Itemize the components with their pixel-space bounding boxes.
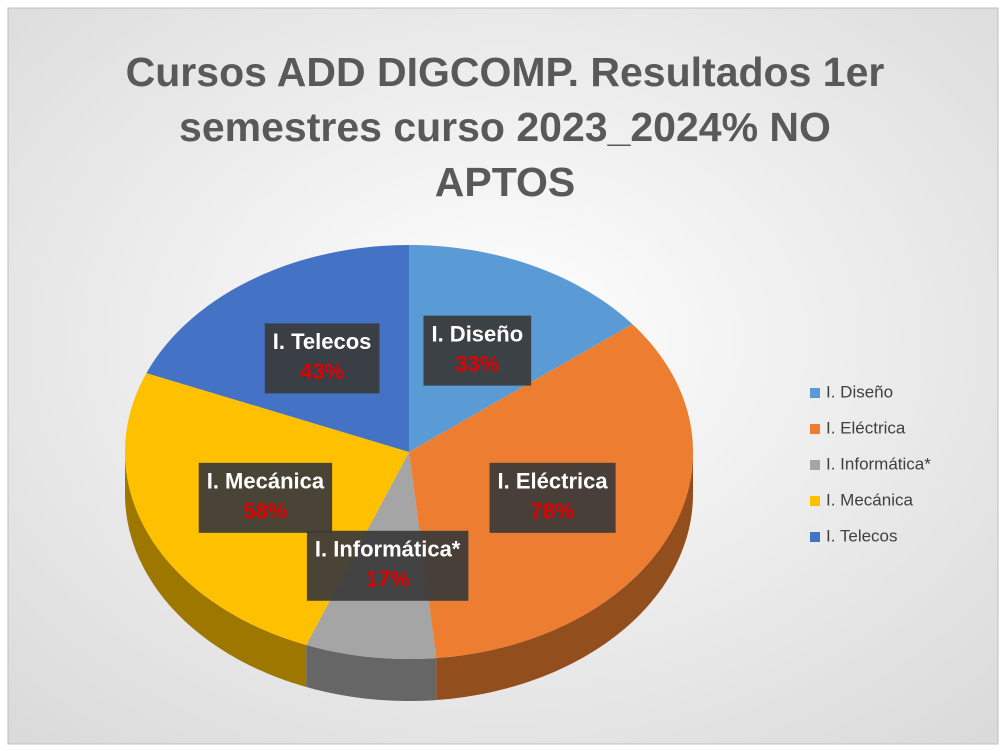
data-label: I. Telecos 43% [264, 323, 380, 394]
data-label-value: 17% [366, 567, 410, 592]
data-label-box [423, 315, 532, 386]
legend-label: I. Informática* [826, 454, 931, 473]
data-label: I. Informática* 17% [306, 530, 469, 601]
data-label-value: 78% [531, 499, 575, 524]
legend-swatch [810, 496, 820, 506]
slice-side [306, 644, 437, 701]
legend-label: I. Mecánica [826, 490, 913, 509]
data-label-value: 43% [300, 359, 344, 384]
slice-side [125, 452, 307, 687]
data-label: I. Eléctrica 78% [489, 462, 616, 533]
legend-swatch [810, 388, 820, 398]
legend-swatch [810, 460, 820, 470]
legend-swatch [810, 532, 820, 542]
data-label-value: 58% [243, 499, 287, 524]
data-label: I. Diseño 33% [423, 315, 532, 386]
data-label-box [198, 462, 333, 533]
data-label-category: I. Mecánica [207, 469, 325, 494]
data-label: I. Mecánica 58% [198, 462, 333, 533]
data-label-box [264, 323, 380, 394]
data-label-box [489, 462, 616, 533]
slice-side [436, 452, 693, 701]
legend-label: I. Telecos [826, 526, 898, 545]
data-label-category: I. Telecos [273, 329, 372, 354]
data-label-category: I. Diseño [431, 321, 523, 346]
legend-label: I. Eléctrica [826, 418, 906, 437]
data-label-value: 33% [455, 351, 499, 376]
legend-swatch [810, 424, 820, 434]
legend-label: I. Diseño [826, 382, 893, 401]
data-label-category: I. Eléctrica [498, 469, 609, 494]
data-label-box [306, 530, 469, 601]
data-label-category: I. Informática* [315, 537, 461, 562]
chart-title: Cursos ADD DIGCOMP. Resultados 1er semest… [126, 49, 885, 205]
